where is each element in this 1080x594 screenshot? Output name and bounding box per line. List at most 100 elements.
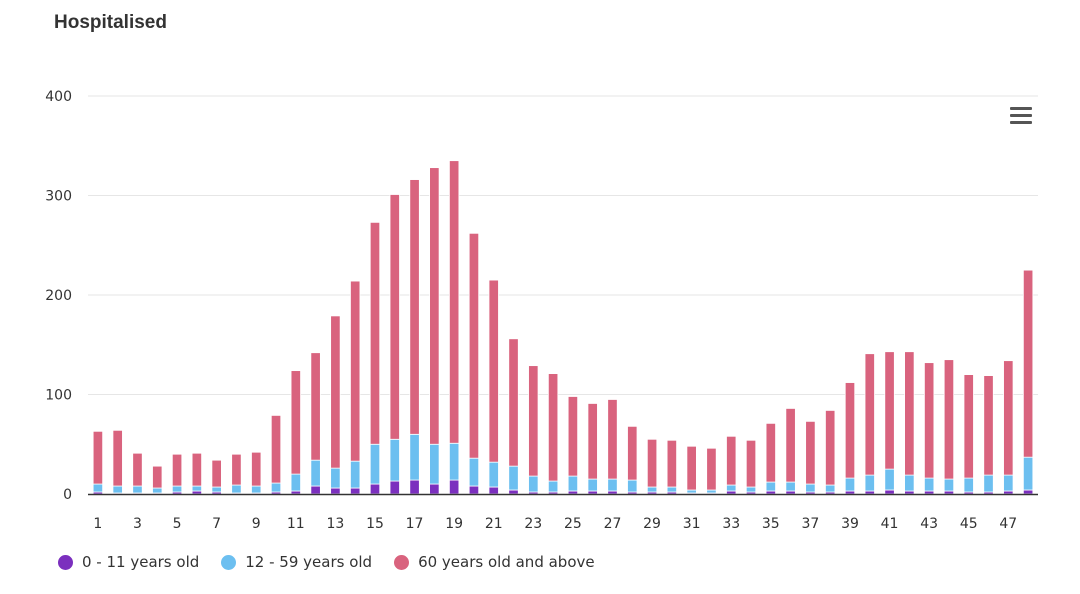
- bar-segment[interactable]: [191, 490, 203, 495]
- bar-segment[interactable]: [350, 460, 361, 489]
- bar-segment[interactable]: [429, 443, 440, 485]
- bar-segment[interactable]: [369, 443, 381, 485]
- legend-item-60-plus[interactable]: 60 years old and above: [394, 553, 595, 571]
- bar-segment[interactable]: [785, 408, 796, 483]
- bar-segment[interactable]: [429, 167, 440, 445]
- bar-segment[interactable]: [963, 477, 974, 493]
- bar-segment[interactable]: [290, 473, 301, 492]
- bar-segment[interactable]: [844, 477, 856, 492]
- bar-segment[interactable]: [448, 442, 460, 481]
- bar-segment[interactable]: [567, 396, 579, 477]
- bar-segment[interactable]: [112, 429, 123, 487]
- bar-segment[interactable]: [132, 452, 143, 487]
- legend-item-0-11[interactable]: 0 - 11 years old: [58, 553, 199, 571]
- bar-segment[interactable]: [508, 465, 519, 491]
- bar-segment[interactable]: [884, 468, 895, 491]
- bar-segment[interactable]: [983, 375, 994, 476]
- bar-segment[interactable]: [310, 459, 321, 487]
- bar-segment[interactable]: [587, 403, 598, 480]
- bar-segment[interactable]: [587, 478, 598, 492]
- bar-segment[interactable]: [448, 160, 460, 444]
- bar-segment[interactable]: [152, 487, 163, 494]
- bar-segment[interactable]: [251, 485, 262, 494]
- bar-segment[interactable]: [825, 484, 836, 493]
- bar-segment[interactable]: [488, 279, 499, 463]
- bar-segment[interactable]: [745, 439, 757, 488]
- bar-segment[interactable]: [567, 490, 579, 495]
- bar-segment[interactable]: [943, 478, 955, 492]
- bar-segment[interactable]: [805, 483, 816, 493]
- bar-segment[interactable]: [607, 478, 618, 492]
- bar-segment[interactable]: [92, 483, 104, 493]
- bar-segment[interactable]: [369, 221, 381, 445]
- bar-segment[interactable]: [765, 422, 776, 483]
- bar-segment[interactable]: [1022, 269, 1034, 458]
- bar-segment[interactable]: [191, 452, 203, 487]
- bar-segment[interactable]: [409, 179, 420, 435]
- bar-segment[interactable]: [330, 487, 341, 495]
- bar-segment[interactable]: [706, 489, 717, 494]
- bar-segment[interactable]: [805, 420, 816, 485]
- bar-segment[interactable]: [1022, 489, 1034, 495]
- bar-segment[interactable]: [508, 338, 519, 467]
- bar-segment[interactable]: [884, 351, 895, 470]
- bar-segment[interactable]: [290, 370, 301, 475]
- bar-segment[interactable]: [983, 474, 994, 493]
- bar-segment[interactable]: [290, 490, 301, 495]
- bar-segment[interactable]: [864, 474, 875, 492]
- bar-segment[interactable]: [389, 194, 400, 440]
- legend-item-12-59[interactable]: 12 - 59 years old: [221, 553, 372, 571]
- bar-segment[interactable]: [666, 486, 678, 493]
- bar-segment[interactable]: [785, 481, 796, 492]
- bar-segment[interactable]: [726, 490, 737, 495]
- bar-segment[interactable]: [231, 453, 242, 486]
- bar-segment[interactable]: [508, 489, 519, 495]
- bar-segment[interactable]: [409, 433, 420, 481]
- bar-segment[interactable]: [1003, 490, 1014, 495]
- bar-segment[interactable]: [191, 485, 203, 492]
- bar-segment[interactable]: [488, 486, 499, 495]
- bar-segment[interactable]: [132, 485, 143, 494]
- bar-segment[interactable]: [171, 453, 183, 487]
- bar-segment[interactable]: [528, 365, 539, 477]
- bar-segment[interactable]: [330, 467, 341, 489]
- bar-segment[interactable]: [1003, 360, 1014, 476]
- bar-segment[interactable]: [904, 490, 915, 495]
- bar-segment[interactable]: [726, 484, 737, 492]
- bar-segment[interactable]: [923, 362, 935, 479]
- bar-segment[interactable]: [844, 490, 856, 495]
- bar-segment[interactable]: [429, 483, 440, 495]
- bar-segment[interactable]: [448, 479, 460, 495]
- bar-segment[interactable]: [409, 479, 420, 495]
- bar-segment[interactable]: [607, 399, 618, 480]
- bar-segment[interactable]: [904, 474, 915, 492]
- bar-segment[interactable]: [251, 451, 262, 487]
- bar-segment[interactable]: [607, 490, 618, 495]
- bar-segment[interactable]: [231, 484, 242, 494]
- bar-segment[interactable]: [330, 315, 341, 469]
- bar-segment[interactable]: [211, 486, 222, 493]
- bar-segment[interactable]: [389, 480, 400, 495]
- bar-segment[interactable]: [488, 461, 499, 488]
- bar-segment[interactable]: [627, 425, 638, 481]
- bar-segment[interactable]: [745, 486, 757, 493]
- bar-segment[interactable]: [567, 475, 579, 492]
- bar-segment[interactable]: [1022, 456, 1034, 491]
- bar-segment[interactable]: [547, 480, 559, 493]
- bar-segment[interactable]: [528, 475, 539, 493]
- bar-segment[interactable]: [844, 382, 856, 479]
- bar-segment[interactable]: [468, 232, 480, 459]
- bar-segment[interactable]: [706, 447, 717, 491]
- bar-segment[interactable]: [310, 352, 321, 461]
- bar-segment[interactable]: [646, 438, 658, 488]
- bar-segment[interactable]: [369, 483, 381, 495]
- bar-segment[interactable]: [270, 414, 282, 484]
- bar-segment[interactable]: [547, 373, 559, 482]
- bar-segment[interactable]: [350, 280, 361, 462]
- bar-segment[interactable]: [350, 487, 361, 495]
- bar-segment[interactable]: [686, 489, 697, 494]
- bar-segment[interactable]: [923, 490, 935, 495]
- bar-segment[interactable]: [765, 490, 776, 495]
- bar-segment[interactable]: [389, 438, 400, 482]
- bar-segment[interactable]: [468, 485, 480, 495]
